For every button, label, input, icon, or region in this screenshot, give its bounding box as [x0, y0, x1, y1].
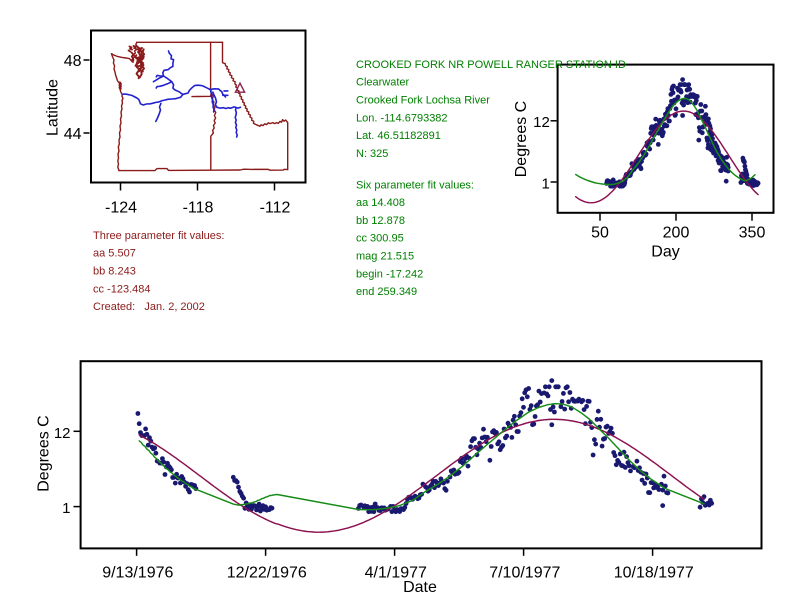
- svg-text:Crooked Fork Lochsa River: Crooked Fork Lochsa River: [356, 95, 490, 107]
- svg-text:7/10/1977: 7/10/1977: [489, 564, 560, 581]
- svg-text:CROOKED FORK NR POWELL RANGER: CROOKED FORK NR POWELL RANGER STATION ID: [356, 59, 626, 71]
- svg-text:bb 12.878: bb 12.878: [356, 215, 405, 227]
- svg-text:12/22/1976: 12/22/1976: [227, 564, 307, 581]
- svg-text:Lat. 46.51182891: Lat. 46.51182891: [356, 130, 441, 142]
- svg-text:10/18/1977: 10/18/1977: [614, 564, 694, 581]
- svg-text:200: 200: [663, 225, 690, 242]
- svg-text:1: 1: [62, 500, 70, 517]
- svg-text:50: 50: [591, 225, 609, 242]
- svg-text:-112: -112: [260, 199, 291, 216]
- svg-text:Degrees C: Degrees C: [513, 101, 530, 177]
- svg-text:9/13/1976: 9/13/1976: [102, 564, 173, 581]
- svg-text:44: 44: [64, 126, 82, 143]
- svg-text:Six parameter fit values:: Six parameter fit values:: [356, 179, 474, 191]
- svg-text:Lon. -114.6793382: Lon. -114.6793382: [356, 112, 448, 124]
- svg-text:48: 48: [64, 53, 82, 70]
- svg-text:Latitude: Latitude: [45, 79, 62, 136]
- svg-text:-124: -124: [105, 199, 137, 216]
- svg-text:4/1/1977: 4/1/1977: [365, 564, 427, 581]
- svg-text:12: 12: [54, 425, 71, 442]
- svg-text:N: 325: N: 325: [356, 148, 388, 160]
- svg-text:350: 350: [739, 225, 766, 242]
- svg-text:cc 300.95: cc 300.95: [356, 233, 404, 245]
- svg-text:Date: Date: [403, 579, 437, 596]
- svg-text:bb 8.243: bb 8.243: [93, 266, 136, 278]
- svg-text:mag 21.515: mag 21.515: [356, 251, 414, 263]
- svg-text:Clearwater: Clearwater: [356, 77, 410, 89]
- svg-text:aa 5.507: aa 5.507: [93, 248, 136, 260]
- svg-text:cc -123.484: cc -123.484: [93, 283, 150, 295]
- svg-text:-118: -118: [183, 199, 214, 216]
- svg-text:1: 1: [541, 175, 549, 192]
- svg-text:Three parameter fit values:: Three parameter fit values:: [93, 230, 224, 242]
- svg-text:Degrees C: Degrees C: [36, 415, 53, 491]
- svg-text:12: 12: [533, 114, 550, 131]
- svg-text:aa 14.408: aa 14.408: [356, 197, 405, 209]
- svg-text:Day: Day: [651, 243, 679, 260]
- svg-text:Created: Jan. 2, 2002: Created: Jan. 2, 2002: [93, 301, 205, 313]
- svg-text:begin -17.242: begin -17.242: [356, 268, 423, 280]
- svg-text:end 259.349: end 259.349: [356, 286, 417, 298]
